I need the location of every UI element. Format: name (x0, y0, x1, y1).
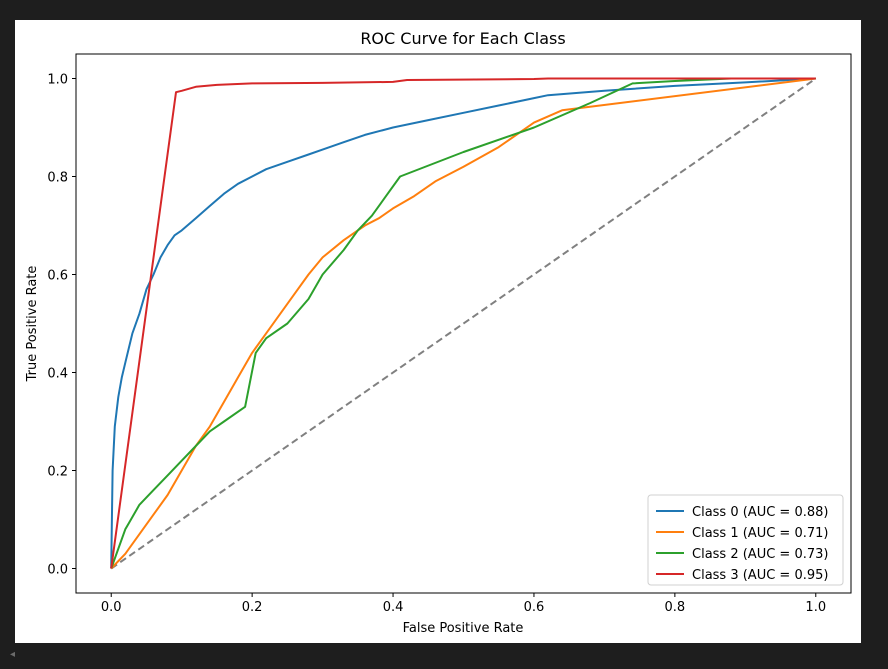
chance-reference-line (110, 77, 817, 570)
window-bottom-bar: ◂ (0, 643, 888, 669)
axes-frame (75, 53, 852, 594)
series-line-class-3 (110, 77, 816, 569)
x-tick-label: 1.0 (805, 600, 826, 615)
x-tick-label: 0.2 (242, 600, 263, 615)
scroll-left-arrow-icon[interactable]: ◂ (10, 649, 16, 660)
y-tick-label: 1.0 (47, 73, 68, 88)
legend-entry-label: Class 3 (AUC = 0.95) (692, 568, 828, 583)
y-tick-label: 0.6 (47, 269, 68, 284)
x-axis-label: False Positive Rate (403, 621, 524, 636)
series-line-class-2 (110, 77, 816, 569)
x-tick-label: 0.0 (101, 600, 122, 615)
x-tick-label: 0.4 (383, 600, 404, 615)
legend-entry-label: Class 0 (AUC = 0.88) (692, 505, 828, 520)
legend-box (647, 494, 844, 586)
legend-entry-label: Class 1 (AUC = 0.71) (692, 526, 828, 541)
figure-canvas: ROC Curve for Each Class 0.0 0.2 0.4 0.6 0.8… (15, 20, 861, 643)
roc-chart: ROC Curve for Each Class 0.0 0.2 0.4 0.6 0.8… (25, 29, 852, 636)
y-tick-label: 0.0 (47, 563, 68, 578)
series-line-class-0 (110, 77, 816, 569)
legend-entry-label: Class 2 (AUC = 0.73) (692, 547, 828, 562)
y-axis-label: True Positive Rate (25, 266, 40, 383)
y-tick-label: 0.8 (47, 171, 68, 186)
x-tick-label: 0.8 (665, 600, 686, 615)
plot-area: 0.0 0.2 0.4 0.6 0.8 1.0 0.0 0.2 0.4 0.6 0.8 1.0 (47, 73, 826, 616)
x-tick-label: 0.6 (524, 600, 545, 615)
legend: Class 0 (AUC = 0.88) Class 1 (AUC = 0.71)… (647, 494, 844, 586)
y-tick-label: 0.2 (47, 465, 68, 480)
series-line-class-1 (110, 77, 816, 570)
chart-title: ROC Curve for Each Class (360, 29, 565, 48)
y-tick-label: 0.4 (47, 367, 68, 382)
